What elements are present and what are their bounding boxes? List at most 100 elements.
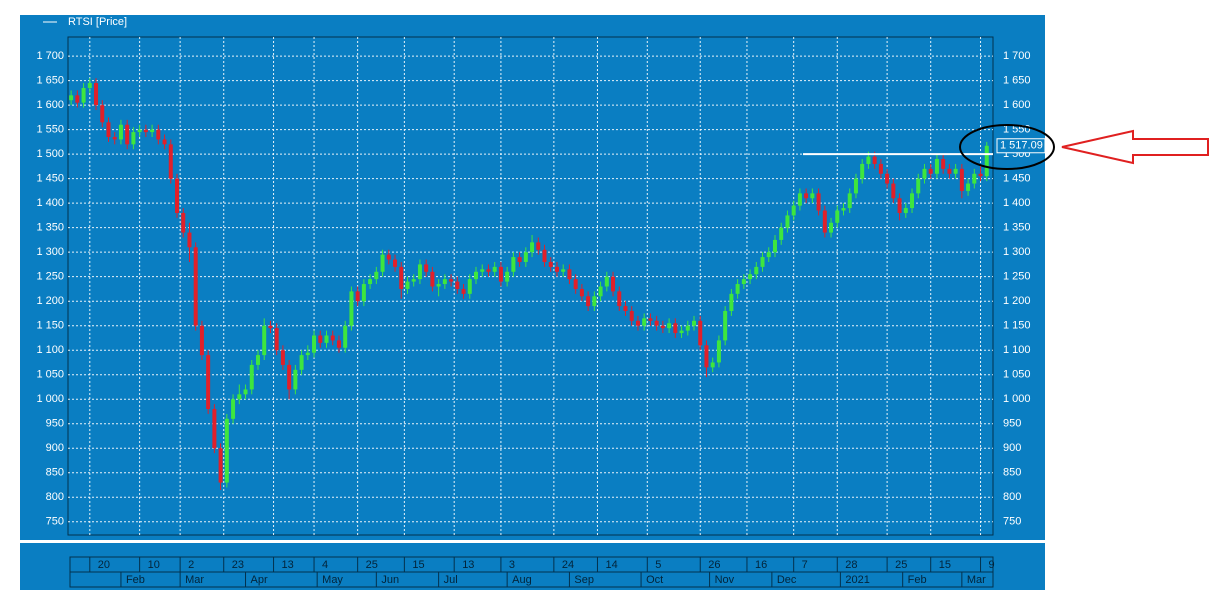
candle-body [660, 325, 665, 329]
candle-body [87, 83, 92, 88]
month-label: Aug [512, 574, 532, 586]
candle-body [424, 264, 429, 272]
candle-body [305, 352, 310, 356]
candle-body [343, 325, 348, 348]
y-tick-label: 1 700 [36, 50, 64, 62]
candle-body [804, 193, 809, 199]
candle-body [430, 271, 435, 287]
y-tick-label-right: 950 [1003, 418, 1021, 430]
candle-body [523, 252, 528, 262]
candle-body [280, 350, 285, 365]
candle-body [648, 318, 653, 321]
month-label: 2021 [845, 574, 869, 586]
candle-body [374, 271, 379, 280]
candle-body [206, 355, 211, 410]
candle-body [368, 279, 373, 285]
candle-body [505, 271, 510, 282]
x-tick-label: 13 [462, 559, 474, 571]
legend-label: RTSI [Price] [68, 16, 127, 28]
y-tick-label: 1 500 [36, 148, 64, 160]
candle-body [910, 193, 915, 209]
candle-body [704, 345, 709, 368]
candle-body [442, 279, 447, 285]
x-tick-label: 23 [232, 559, 244, 571]
candle-body [654, 320, 659, 326]
candle-body [635, 320, 640, 326]
candle-body [224, 418, 229, 483]
x-tick-label: 25 [895, 559, 907, 571]
candle-body [567, 269, 572, 280]
month-label: Dec [777, 574, 797, 586]
candle-body [754, 266, 759, 275]
candle-body [903, 208, 908, 213]
candle-body [673, 323, 678, 334]
candle-body [243, 389, 248, 395]
candle-body [586, 296, 591, 307]
candle-body [262, 325, 267, 356]
last-price-box [996, 138, 1046, 154]
month-label: Jun [381, 574, 399, 586]
candle-body [81, 87, 86, 103]
y-tick-label: 1 200 [36, 295, 64, 307]
candle-body [561, 269, 566, 272]
candle-body [361, 284, 366, 302]
y-tick-label-right: 1 450 [1003, 173, 1031, 185]
candle-body [511, 257, 516, 272]
month-label: Sep [574, 574, 594, 586]
candle-body [386, 254, 391, 260]
candle-body [966, 183, 971, 191]
last-price-label: 1 517.09 [1000, 140, 1043, 152]
candle-body [517, 257, 522, 262]
candle-body [399, 266, 404, 289]
candle-body [318, 335, 323, 343]
x-tick-label: 10 [148, 559, 160, 571]
month-label: Jul [444, 574, 458, 586]
y-tick-label: 1 050 [36, 369, 64, 381]
candle-body [972, 173, 977, 184]
candle-body [916, 178, 921, 194]
candle-body [274, 328, 279, 351]
candle-body [461, 288, 466, 294]
x-tick-label: 3 [509, 559, 515, 571]
candle-body [692, 320, 697, 326]
candle-body [473, 271, 478, 280]
month-label: May [322, 574, 343, 586]
candle-body [922, 168, 927, 179]
candle-body [255, 355, 260, 365]
candle-body [336, 340, 341, 348]
candle-body [75, 95, 80, 103]
candle-body [623, 306, 628, 311]
arrow [1061, 129, 1209, 165]
candle-body [947, 168, 952, 174]
candle-body [928, 168, 933, 174]
candle-body [355, 291, 360, 302]
candle-body [791, 205, 796, 216]
y-tick-label-right: 1 350 [1003, 222, 1031, 234]
candle-body [324, 335, 329, 343]
candle-body [480, 269, 485, 272]
candle-body [231, 399, 236, 419]
candle-body [455, 281, 460, 289]
month-label: Mar [185, 574, 204, 586]
candle-body [530, 242, 535, 253]
candle-body [611, 276, 616, 292]
candle-body [579, 288, 584, 297]
candle-body [723, 310, 728, 341]
candle-body [181, 212, 186, 233]
candle-body [829, 222, 834, 233]
candle-body [748, 274, 753, 280]
candle-body [772, 239, 777, 253]
candle-body [810, 193, 815, 199]
candle-body [592, 296, 597, 307]
candle-body [312, 335, 317, 353]
candle-body [125, 124, 130, 145]
candle-body [168, 144, 173, 179]
y-tick-label-right: 850 [1003, 467, 1021, 479]
candle-body [841, 208, 846, 211]
y-tick-label-right: 800 [1003, 491, 1021, 503]
candle-body [542, 249, 547, 262]
y-tick-label-right: 1 200 [1003, 295, 1031, 307]
month-label: Apr [251, 574, 268, 586]
candle-body [897, 198, 902, 213]
